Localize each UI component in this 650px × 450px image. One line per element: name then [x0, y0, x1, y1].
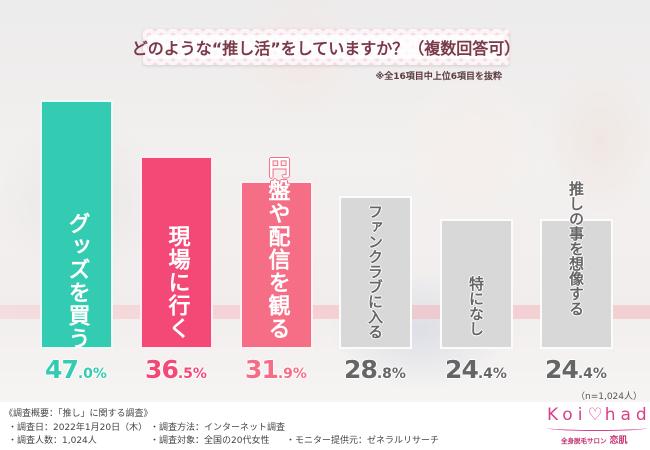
- bar-label: 円盤や配信を観る: [264, 156, 290, 340]
- survey-provider: ・モニター提供元：ゼネラルリサーチ: [286, 436, 440, 446]
- bar-live: 現場に行く: [140, 156, 213, 349]
- value-dec: .4%: [477, 366, 507, 382]
- chart-title: どのような“推し活”をしていますか？（複数回答可）: [131, 39, 521, 58]
- logo-wordmark: Koi♡hada: [547, 405, 650, 425]
- value-int: 24: [545, 355, 579, 384]
- footer-panel: [0, 402, 650, 450]
- logo-word-left: Koi: [547, 405, 588, 425]
- survey-target: ・調査対象：全国の20代女性: [150, 436, 270, 446]
- value-dec: .8%: [376, 366, 406, 382]
- bar-goods: グッズを買う: [40, 100, 113, 350]
- title-inner: どのような“推し活”をしていますか？（複数回答可）: [132, 35, 520, 59]
- value-fanclub: 28.8%: [325, 355, 425, 389]
- value-int: 28: [344, 355, 378, 384]
- survey-date: ・調査日：2022年1月20日（木）: [8, 423, 148, 433]
- sample-size-note: （n=1,024人）: [575, 392, 642, 402]
- logo-sub-small: 全身脱毛サロン: [561, 437, 607, 445]
- bar-label: ファンクラブに入る: [366, 204, 384, 339]
- bar-label: 現場に行く: [164, 225, 190, 340]
- bar-label: 推しの事を想像する: [567, 181, 585, 316]
- logo-subtitle: 全身脱毛サロン 恋肌: [561, 433, 628, 446]
- value-disc-stream: 31.9%: [226, 355, 326, 389]
- chart-subtitle: ※全16項目中上位6項目を抜粋: [375, 72, 502, 82]
- value-imagine: 24.4%: [526, 355, 626, 389]
- bar-label: 特になし: [467, 276, 485, 336]
- bar-disc-stream: 円盤や配信を観る: [240, 156, 313, 349]
- logo-sub-brand: 恋肌: [609, 436, 628, 446]
- value-dec: .4%: [577, 366, 607, 382]
- value-dec: .9%: [277, 366, 307, 382]
- survey-heading: 《調査概要：「推し」に関する調査》: [4, 409, 153, 419]
- value-int: 24: [445, 355, 479, 384]
- logo-word-right: hada: [604, 405, 650, 425]
- bar-label: グッズを買う: [64, 212, 90, 350]
- value-dec: .0%: [77, 366, 107, 382]
- logo-underline: [547, 425, 647, 431]
- value-int: 47: [45, 355, 79, 384]
- survey-count: ・調査人数：1,024人: [8, 436, 97, 446]
- value-goods: 47.0%: [26, 355, 126, 389]
- value-dec: .5%: [177, 366, 207, 382]
- bar-imagine: 推しの事を想像する: [540, 181, 613, 349]
- value-int: 31: [245, 355, 279, 384]
- heart-icon: ♡: [587, 405, 605, 425]
- bar-nothing: 特になし: [440, 219, 513, 349]
- survey-method: ・調査方法：インターネット調査: [150, 423, 286, 433]
- value-nothing: 24.4%: [426, 355, 526, 389]
- title-banner: どのような“推し活”をしていますか？（複数回答可）: [132, 29, 520, 65]
- value-int: 36: [145, 355, 179, 384]
- bar-fanclub: ファンクラブに入る: [339, 196, 412, 349]
- value-live: 36.5%: [126, 355, 226, 389]
